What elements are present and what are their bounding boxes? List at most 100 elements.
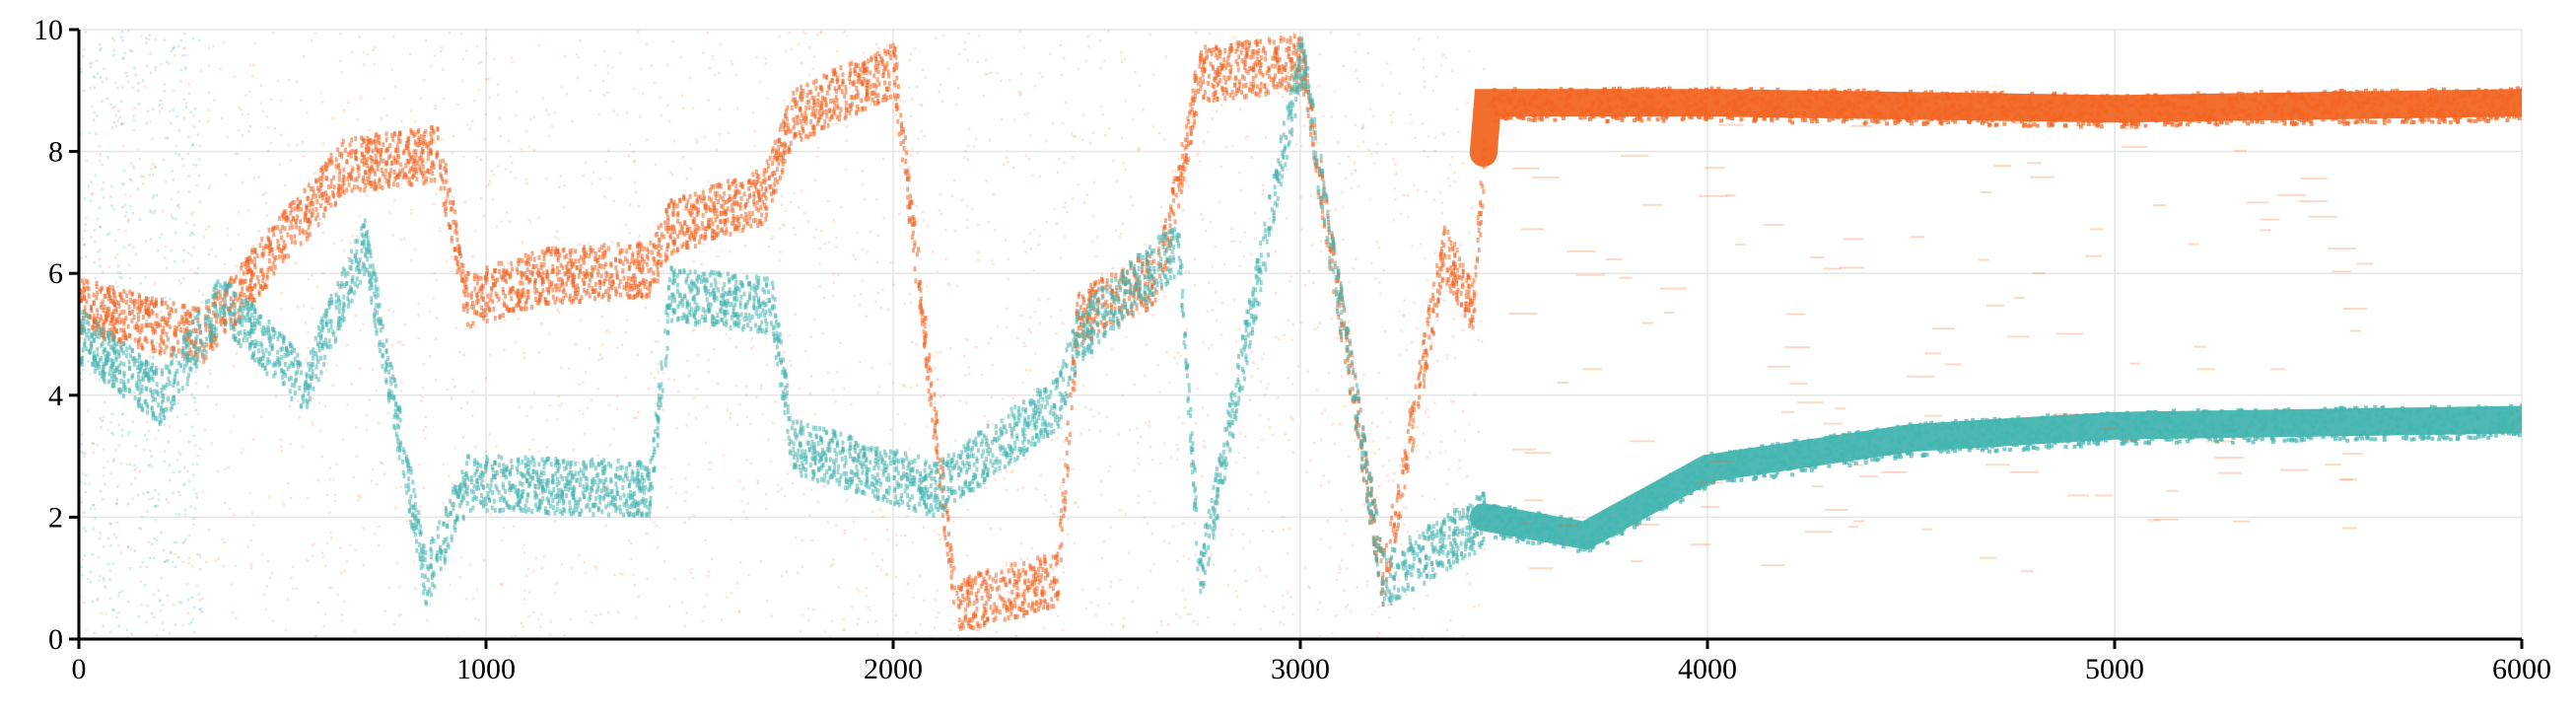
scatter-point: [1009, 578, 1011, 583]
scatter-point: [751, 111, 754, 114]
scatter-point: [1259, 628, 1262, 631]
scatter-point: [1164, 295, 1167, 298]
scatter-point: [1466, 573, 1469, 576]
scatter-point: [1055, 223, 1058, 226]
scatter-point: [154, 283, 157, 286]
scatter-point: [278, 254, 281, 259]
scatter-point: [462, 156, 465, 159]
scatter-point: [117, 544, 120, 547]
scatter-point: [941, 101, 944, 104]
scatter-point: [312, 421, 314, 424]
scatter-point: [1025, 369, 1028, 372]
scatter-point: [1233, 299, 1236, 302]
scatter-point: [131, 212, 134, 215]
scatter-point: [1436, 320, 1439, 322]
scatter-point: [682, 156, 685, 159]
scatter-point: [164, 424, 167, 427]
scatter-point: [730, 412, 732, 415]
scatter-point: [323, 207, 326, 212]
scatter-point: [332, 384, 335, 387]
scatter-point: [233, 365, 236, 368]
scatter-point: [1060, 310, 1063, 313]
scatter-point: [261, 194, 264, 197]
scatter-point: [1321, 412, 1324, 415]
scatter-point: [765, 508, 768, 511]
scatter-point: [605, 525, 608, 528]
scatter-point: [1152, 563, 1155, 566]
scatter-point: [88, 482, 91, 485]
scatter-point: [445, 179, 448, 184]
scatter-point: [1214, 246, 1217, 249]
scatter-point: [1083, 201, 1086, 204]
scatter-point: [529, 222, 532, 225]
scatter-point: [990, 528, 993, 531]
scatter-point: [1067, 420, 1070, 425]
scatter-point: [820, 230, 823, 233]
scatter-point: [99, 575, 102, 578]
scatter-point: [265, 608, 268, 611]
scatter-point: [430, 65, 433, 68]
scatter-point: [511, 61, 514, 64]
scatter-point: [686, 360, 689, 363]
scatter-point: [1118, 433, 1121, 436]
scatter-point: [110, 205, 113, 208]
scatter-point: [1231, 90, 1234, 95]
scatter-point: [88, 185, 91, 188]
scatter-point: [1427, 135, 1430, 138]
scatter-point: [1007, 591, 1010, 594]
scatter-point: [1411, 245, 1414, 248]
scatter-point: [121, 205, 124, 208]
scatter-point: [1333, 443, 1336, 446]
scatter-point: [1374, 277, 1377, 280]
scatter-point: [1386, 474, 1389, 477]
scatter-point: [100, 426, 103, 429]
scatter-point: [799, 388, 801, 391]
scatter-point: [1338, 572, 1341, 575]
scatter-point: [208, 369, 211, 372]
scatter-point: [175, 145, 178, 148]
scatter-point: [529, 118, 532, 121]
scatter-point: [561, 563, 564, 566]
scatter-point: [885, 87, 888, 92]
scatter-point: [474, 617, 477, 620]
scatter-point: [605, 161, 608, 164]
scatter-point: [458, 351, 461, 354]
scatter-point: [109, 195, 112, 198]
scatter-point: [528, 145, 531, 148]
scatter-point: [1208, 33, 1211, 36]
scatter-point: [317, 222, 320, 227]
scatter-point: [98, 556, 101, 559]
scatter-point: [129, 205, 132, 208]
scatter-point: [1405, 593, 1408, 596]
scatter-point: [737, 610, 740, 613]
scatter-point: [877, 82, 880, 87]
scatter-point: [346, 403, 349, 406]
scatter-point: [850, 403, 853, 406]
scatter-point: [1379, 292, 1382, 295]
scatter-point: [677, 391, 680, 393]
scatter-point: [150, 211, 153, 214]
scatter-point: [300, 241, 303, 246]
scatter-point: [122, 122, 125, 125]
scatter-point: [93, 293, 96, 298]
scatter-point: [1438, 191, 1441, 194]
scatter-point: [902, 384, 905, 387]
scatter-point: [807, 221, 810, 224]
scatter-point: [666, 105, 669, 107]
scatter-point: [164, 461, 167, 464]
scatter-point: [1057, 615, 1060, 618]
scatter-point: [999, 578, 1002, 583]
scatter-point: [187, 251, 190, 254]
scatter-point: [272, 620, 275, 623]
scatter-point: [1250, 253, 1253, 256]
scatter-point: [801, 566, 804, 569]
scatter-point: [1016, 614, 1019, 619]
scatter-point: [811, 539, 814, 542]
scatter-point: [451, 397, 453, 400]
scatter-point: [272, 232, 275, 237]
scatter-point: [117, 595, 120, 598]
scatter-point: [305, 322, 308, 324]
scatter-point: [360, 496, 363, 499]
scatter-point: [947, 67, 950, 70]
scatter-point: [1177, 351, 1180, 354]
